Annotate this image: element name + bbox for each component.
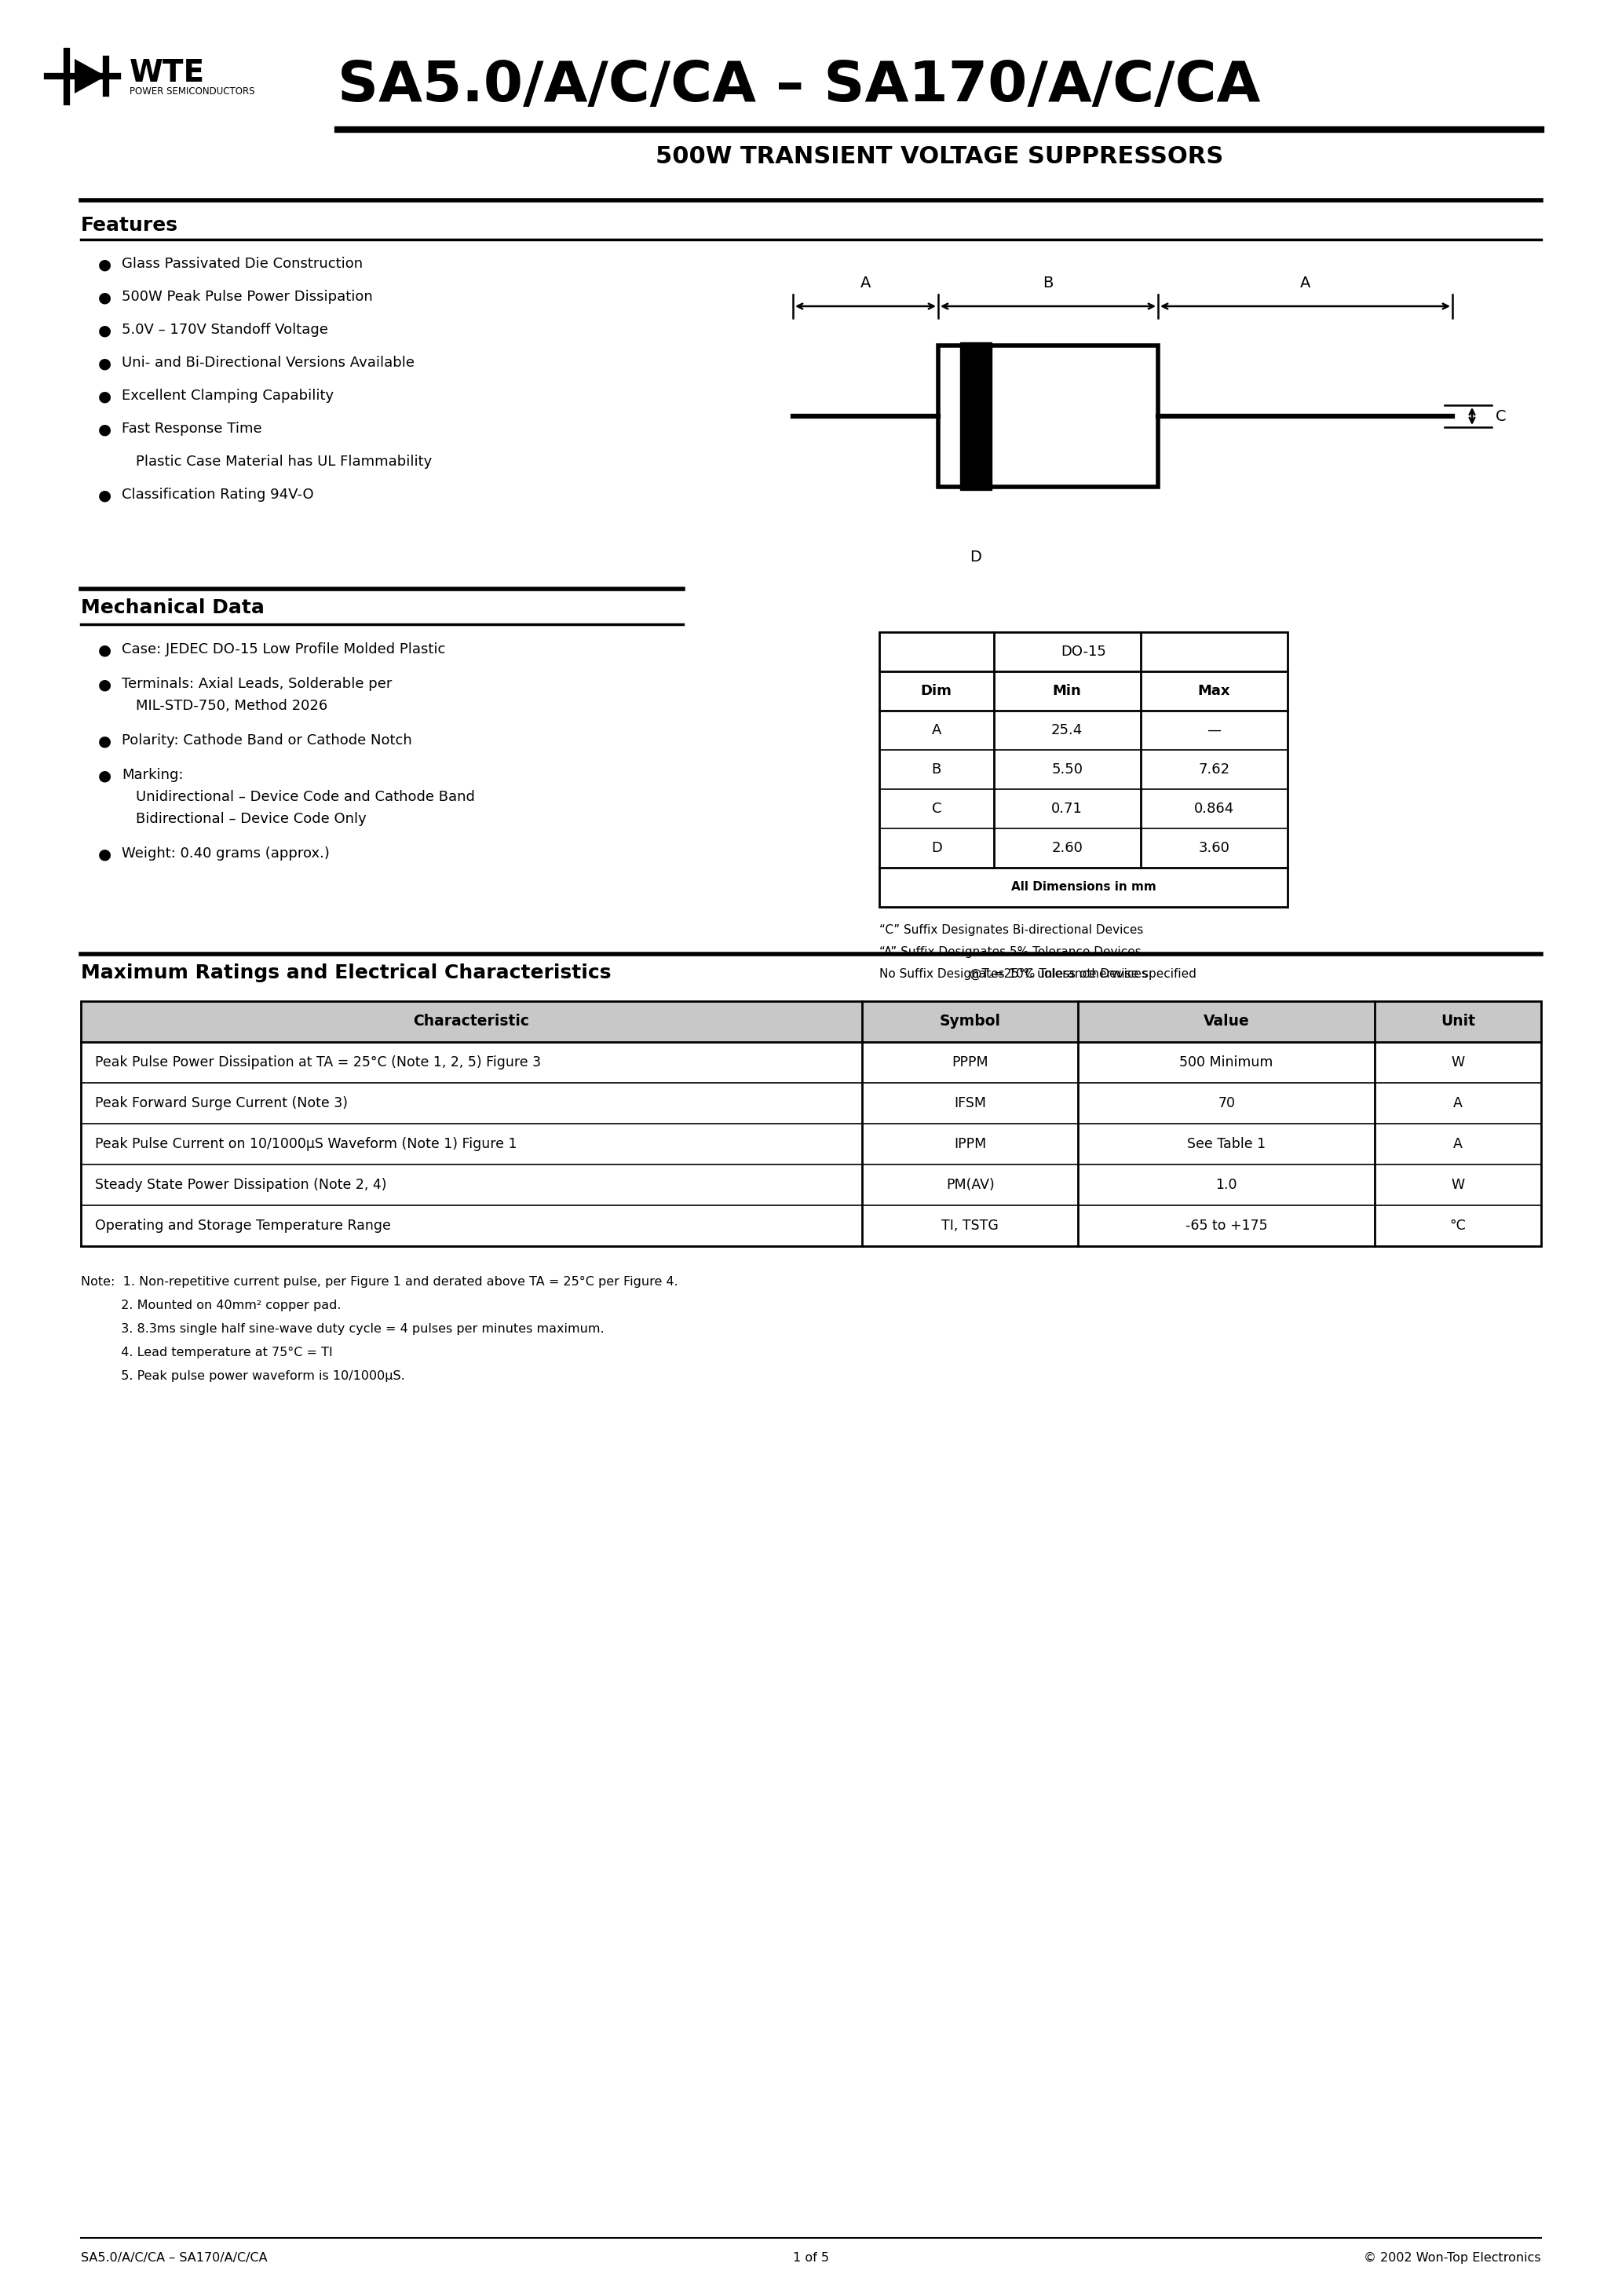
Text: Peak Pulse Current on 10/1000μS Waveform (Note 1) Figure 1: Peak Pulse Current on 10/1000μS Waveform… xyxy=(96,1137,517,1150)
Text: ●: ● xyxy=(99,847,112,861)
Text: B: B xyxy=(1043,276,1053,292)
Text: Case: JEDEC DO-15 Low Profile Molded Plastic: Case: JEDEC DO-15 Low Profile Molded Pla… xyxy=(122,643,446,657)
Text: Glass Passivated Die Construction: Glass Passivated Die Construction xyxy=(122,257,363,271)
Text: POWER SEMICONDUCTORS: POWER SEMICONDUCTORS xyxy=(130,87,255,96)
Text: 5. Peak pulse power waveform is 10/1000μS.: 5. Peak pulse power waveform is 10/1000μ… xyxy=(81,1371,406,1382)
Text: TI, TSTG: TI, TSTG xyxy=(941,1219,999,1233)
Text: °C: °C xyxy=(1450,1219,1466,1233)
Text: MIL-STD-750, Method 2026: MIL-STD-750, Method 2026 xyxy=(136,698,328,714)
Text: 5.0V – 170V Standoff Voltage: 5.0V – 170V Standoff Voltage xyxy=(122,324,328,338)
Text: SA5.0/A/C/CA – SA170/A/C/CA: SA5.0/A/C/CA – SA170/A/C/CA xyxy=(337,60,1260,113)
Text: ●: ● xyxy=(99,767,112,783)
Text: 500 Minimum: 500 Minimum xyxy=(1179,1056,1273,1070)
Text: IFSM: IFSM xyxy=(954,1095,986,1111)
Text: Maximum Ratings and Electrical Characteristics: Maximum Ratings and Electrical Character… xyxy=(81,964,611,983)
Text: A: A xyxy=(1453,1137,1463,1150)
Text: 1 of 5: 1 of 5 xyxy=(793,2252,829,2264)
Bar xyxy=(938,344,1158,487)
Text: Unit: Unit xyxy=(1440,1015,1474,1029)
Text: C: C xyxy=(1495,409,1507,425)
Text: Note:  1. Non-repetitive current pulse, per Figure 1 and derated above TA = 25°C: Note: 1. Non-repetitive current pulse, p… xyxy=(81,1277,678,1288)
Text: ●: ● xyxy=(99,257,112,271)
Text: ●: ● xyxy=(99,422,112,436)
Text: WTE: WTE xyxy=(130,57,204,87)
Text: Characteristic: Characteristic xyxy=(414,1015,530,1029)
Text: 3.60: 3.60 xyxy=(1199,840,1229,854)
Text: No Suffix Designates 10% Tolerance Devices: No Suffix Designates 10% Tolerance Devic… xyxy=(879,969,1148,980)
Text: Operating and Storage Temperature Range: Operating and Storage Temperature Range xyxy=(96,1219,391,1233)
Text: 4. Lead temperature at 75°C = TI: 4. Lead temperature at 75°C = TI xyxy=(81,1348,333,1359)
Text: Bidirectional – Device Code Only: Bidirectional – Device Code Only xyxy=(136,813,367,827)
Text: © 2002 Won-Top Electronics: © 2002 Won-Top Electronics xyxy=(1364,2252,1541,2264)
Text: Peak Pulse Power Dissipation at TA = 25°C (Note 1, 2, 5) Figure 3: Peak Pulse Power Dissipation at TA = 25°… xyxy=(96,1056,542,1070)
Text: B: B xyxy=(931,762,941,776)
Bar xyxy=(81,1001,1541,1042)
Text: A: A xyxy=(1299,276,1311,292)
Text: Weight: 0.40 grams (approx.): Weight: 0.40 grams (approx.) xyxy=(122,847,329,861)
Text: PPPM: PPPM xyxy=(952,1056,988,1070)
Text: C: C xyxy=(931,801,941,815)
Text: @Tₐ=25°C unless otherwise specified: @Tₐ=25°C unless otherwise specified xyxy=(970,969,1197,980)
Text: -65 to +175: -65 to +175 xyxy=(1186,1219,1267,1233)
Text: All Dimensions in mm: All Dimensions in mm xyxy=(1011,882,1156,893)
Text: Dim: Dim xyxy=(921,684,952,698)
Text: SA5.0/A/C/CA – SA170/A/C/CA: SA5.0/A/C/CA – SA170/A/C/CA xyxy=(81,2252,268,2264)
Text: W: W xyxy=(1452,1178,1465,1192)
Text: Polarity: Cathode Band or Cathode Notch: Polarity: Cathode Band or Cathode Notch xyxy=(122,732,412,748)
Text: See Table 1: See Table 1 xyxy=(1187,1137,1265,1150)
Bar xyxy=(960,342,991,489)
Text: 2.60: 2.60 xyxy=(1051,840,1083,854)
Text: Mechanical Data: Mechanical Data xyxy=(81,599,264,618)
Text: IPPM: IPPM xyxy=(954,1137,986,1150)
Text: W: W xyxy=(1452,1056,1465,1070)
Text: 500W TRANSIENT VOLTAGE SUPPRESSORS: 500W TRANSIENT VOLTAGE SUPPRESSORS xyxy=(655,145,1223,168)
Text: A: A xyxy=(931,723,941,737)
Text: “C” Suffix Designates Bi-directional Devices: “C” Suffix Designates Bi-directional Dev… xyxy=(879,925,1144,937)
Polygon shape xyxy=(75,60,105,94)
Text: 1.0: 1.0 xyxy=(1215,1178,1238,1192)
Text: Uni- and Bi-Directional Versions Available: Uni- and Bi-Directional Versions Availab… xyxy=(122,356,415,370)
Text: Steady State Power Dissipation (Note 2, 4): Steady State Power Dissipation (Note 2, … xyxy=(96,1178,386,1192)
Text: 7.62: 7.62 xyxy=(1199,762,1229,776)
Text: Symbol: Symbol xyxy=(939,1015,1001,1029)
Text: Terminals: Axial Leads, Solderable per: Terminals: Axial Leads, Solderable per xyxy=(122,677,393,691)
Text: Max: Max xyxy=(1197,684,1231,698)
Text: D: D xyxy=(970,549,981,565)
Text: —: — xyxy=(1207,723,1221,737)
Text: 3. 8.3ms single half sine-wave duty cycle = 4 pulses per minutes maximum.: 3. 8.3ms single half sine-wave duty cycl… xyxy=(81,1322,605,1334)
Text: ●: ● xyxy=(99,677,112,691)
Text: ●: ● xyxy=(99,324,112,338)
Bar xyxy=(879,631,1288,907)
Text: 500W Peak Pulse Power Dissipation: 500W Peak Pulse Power Dissipation xyxy=(122,289,373,303)
Text: PM(AV): PM(AV) xyxy=(946,1178,994,1192)
Text: Marking:: Marking: xyxy=(122,767,183,783)
Text: Unidirectional – Device Code and Cathode Band: Unidirectional – Device Code and Cathode… xyxy=(136,790,475,804)
Text: 2. Mounted on 40mm² copper pad.: 2. Mounted on 40mm² copper pad. xyxy=(81,1300,341,1311)
Text: Classification Rating 94V-O: Classification Rating 94V-O xyxy=(122,487,313,503)
Text: DO-15: DO-15 xyxy=(1061,645,1106,659)
Text: Fast Response Time: Fast Response Time xyxy=(122,422,261,436)
Text: ●: ● xyxy=(99,289,112,305)
Text: 70: 70 xyxy=(1218,1095,1234,1111)
Text: ●: ● xyxy=(99,643,112,657)
Text: 0.864: 0.864 xyxy=(1194,801,1234,815)
Text: D: D xyxy=(931,840,942,854)
Text: Excellent Clamping Capability: Excellent Clamping Capability xyxy=(122,388,334,402)
Text: Peak Forward Surge Current (Note 3): Peak Forward Surge Current (Note 3) xyxy=(96,1095,347,1111)
Text: A: A xyxy=(860,276,871,292)
Text: 25.4: 25.4 xyxy=(1051,723,1083,737)
Bar xyxy=(81,1001,1541,1247)
Text: ●: ● xyxy=(99,356,112,370)
Text: 5.50: 5.50 xyxy=(1051,762,1083,776)
Text: ●: ● xyxy=(99,732,112,748)
Text: “A” Suffix Designates 5% Tolerance Devices: “A” Suffix Designates 5% Tolerance Devic… xyxy=(879,946,1142,957)
Text: Features: Features xyxy=(81,216,178,234)
Text: ●: ● xyxy=(99,388,112,404)
Text: ●: ● xyxy=(99,487,112,503)
Text: Min: Min xyxy=(1053,684,1082,698)
Text: 0.71: 0.71 xyxy=(1051,801,1083,815)
Text: Plastic Case Material has UL Flammability: Plastic Case Material has UL Flammabilit… xyxy=(136,455,431,468)
Text: Value: Value xyxy=(1204,1015,1249,1029)
Text: A: A xyxy=(1453,1095,1463,1111)
